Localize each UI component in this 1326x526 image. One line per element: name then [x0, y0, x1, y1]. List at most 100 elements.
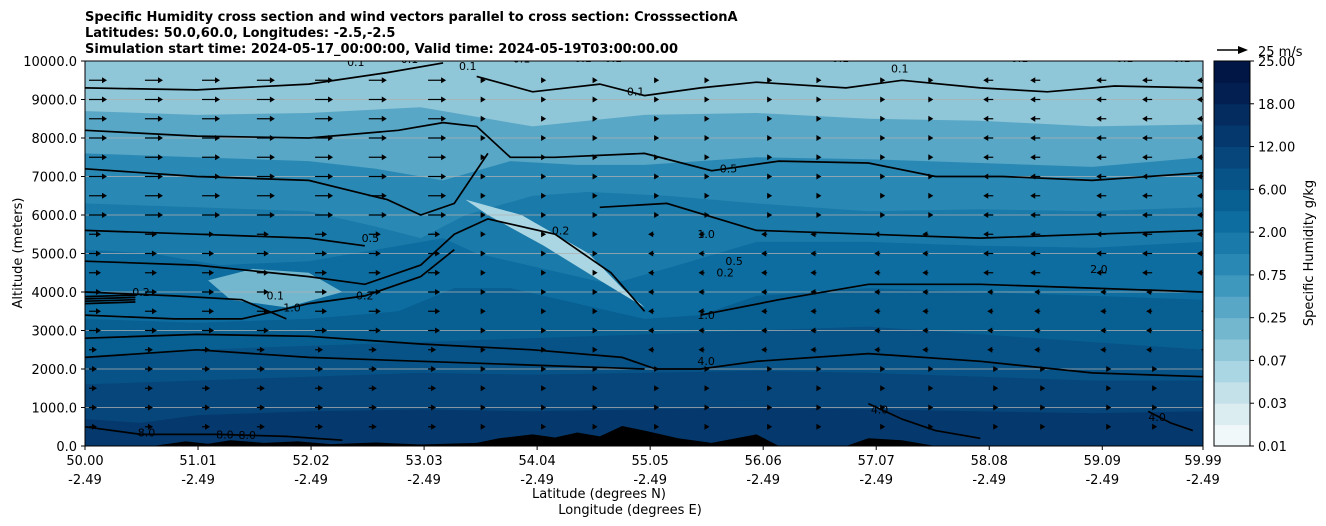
wind-vector	[654, 423, 660, 430]
wind-vector-head	[767, 366, 773, 372]
wind-vector	[922, 327, 929, 334]
wind-vector	[144, 289, 157, 295]
wind-vector-head	[480, 269, 486, 276]
wind-vector-head	[102, 192, 107, 199]
wind-vector-head	[874, 231, 880, 238]
wind-vector-head	[654, 115, 660, 122]
wind-vector	[1142, 269, 1153, 276]
wind-vector	[202, 192, 221, 199]
wind-vector-head	[1030, 250, 1036, 257]
wind-vector-head	[480, 289, 486, 295]
wind-vector-head	[1146, 289, 1152, 295]
wind-vector	[1197, 173, 1203, 180]
wind-vector	[541, 192, 547, 199]
wind-vector	[1197, 250, 1203, 257]
wind-vector-head	[993, 366, 999, 372]
wind-vector	[1106, 366, 1112, 372]
wind-vector	[89, 135, 107, 141]
wind-vector	[928, 212, 934, 218]
wind-vector	[654, 154, 660, 161]
x-tick-lat: 59.09	[1084, 454, 1121, 469]
colorbar-tick-label: 0.25	[1258, 312, 1287, 327]
wind-vector-head	[147, 346, 153, 353]
wind-vector	[1030, 135, 1041, 141]
wind-vector-head	[1030, 135, 1036, 141]
wind-vector	[704, 96, 710, 103]
wind-vector-head	[328, 135, 334, 141]
wind-vector	[704, 423, 710, 430]
wind-vector-head	[698, 289, 704, 295]
wind-vector	[368, 192, 387, 199]
wind-vector	[1040, 404, 1046, 411]
wind-vector-head	[767, 192, 773, 199]
wind-vector-head	[441, 115, 447, 122]
x-tick-lat: 51.01	[179, 454, 216, 469]
wind-vector	[816, 423, 822, 430]
wind-vector-head	[92, 385, 97, 392]
wind-vector	[144, 135, 163, 141]
wind-vector	[767, 212, 773, 218]
wind-vector-head	[209, 250, 215, 257]
contour-labels: 0.1 0.10.10.1 0.1 0.10.10.10.10.1 0.1 0.10.50…	[132, 53, 1190, 442]
wind-vector-head	[381, 173, 387, 180]
wind-vector-head	[928, 192, 934, 199]
wind-vector	[1146, 308, 1153, 315]
wind-vector-head	[157, 135, 163, 141]
wind-vector	[1030, 269, 1041, 276]
x-tick-lon: -2.49	[68, 473, 102, 488]
wind-vector-head	[1197, 115, 1202, 122]
wind-vector-head	[381, 135, 387, 141]
wind-vector	[922, 231, 929, 238]
wind-vector-head	[810, 269, 816, 276]
wind-vector-head	[592, 154, 598, 161]
wind-vector-head	[592, 192, 598, 199]
wind-vector-head	[435, 327, 441, 334]
wind-vector	[315, 423, 324, 430]
colorbar-swatch	[1214, 61, 1250, 83]
contour-label: 0.1	[891, 63, 909, 76]
wind-vector	[256, 385, 265, 392]
y-tick-label: 2000.0	[32, 363, 78, 378]
wind-vector-head	[654, 192, 660, 199]
wind-vector-head	[1197, 212, 1202, 218]
colorbar-swatch	[1214, 82, 1250, 105]
wind-vector-head	[648, 327, 654, 334]
wind-vector-head	[922, 289, 928, 295]
wind-vector	[202, 77, 221, 84]
wind-vector	[874, 346, 881, 353]
colorbar-tick-label: 0.07	[1258, 354, 1287, 369]
wind-vector	[1207, 405, 1212, 411]
wind-vector	[1142, 173, 1153, 180]
wind-vector	[1034, 327, 1041, 334]
wind-vector-head	[431, 346, 437, 353]
wind-vector-head	[1100, 346, 1106, 353]
wind-vector	[1197, 115, 1203, 122]
wind-vector-head	[96, 308, 101, 315]
wind-vector	[202, 173, 221, 180]
contour-line	[476, 75, 1203, 97]
wind-vector-head	[1197, 154, 1202, 161]
humidity-band	[85, 407, 1203, 446]
wind-vector-head	[928, 135, 934, 141]
wind-vector-head	[480, 404, 486, 411]
wind-vector	[1142, 96, 1153, 103]
contour-label: 0.1	[513, 53, 531, 66]
wind-vector-head	[654, 173, 660, 180]
wind-vector	[993, 423, 999, 430]
wind-vector-head	[328, 154, 334, 161]
wind-vector	[1034, 346, 1041, 353]
wind-vector	[1096, 135, 1107, 141]
contour-line	[85, 301, 136, 305]
x-tick-lon: -2.49	[859, 473, 893, 488]
wind-vector	[592, 135, 598, 141]
wind-vector	[480, 77, 486, 84]
wind-vector-head	[874, 327, 880, 334]
wind-vector	[428, 192, 447, 199]
wind-vector	[315, 96, 334, 103]
wind-vector	[541, 404, 547, 411]
x-tick-lon: -2.49	[972, 473, 1006, 488]
wind-vector-head	[928, 212, 934, 218]
y-tick-label: 7000.0	[32, 171, 78, 186]
wind-vector-head	[102, 154, 107, 161]
wind-vector-head	[371, 385, 377, 392]
